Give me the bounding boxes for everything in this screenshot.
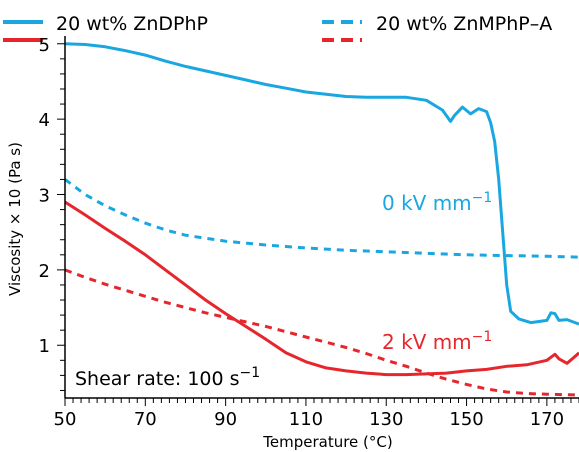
annotation-0kv: 0 kV mm−1 xyxy=(382,190,492,215)
x-tick-label: 90 xyxy=(214,409,237,430)
series-line-3 xyxy=(64,268,579,397)
x-tick-label: 150 xyxy=(449,409,483,430)
y-tick-label: 5 xyxy=(39,35,50,56)
annotation-2kv: 2 kV mm−1 xyxy=(382,329,492,354)
y-tick-label: 1 xyxy=(39,336,50,357)
y-axis-title: Viscosity × 10 (Pa s) xyxy=(6,142,24,296)
x-axis-title: Temperature (°C) xyxy=(262,433,392,451)
x-tick-label: 110 xyxy=(289,409,323,430)
x-tick-label: 70 xyxy=(134,409,157,430)
y-tick-label: 4 xyxy=(39,110,50,131)
series-line-1 xyxy=(64,178,579,259)
series-line-2 xyxy=(64,200,579,377)
legend-label-znmphp-a: 20 wt% ZnMPhP–A xyxy=(376,13,552,35)
legend-label-zndphp: 20 wt% ZnDPhP xyxy=(56,13,208,35)
y-tick-label: 2 xyxy=(39,261,50,282)
x-tick-label: 170 xyxy=(530,409,564,430)
annotation-shear-rate: Shear rate: 100 s−1 xyxy=(75,365,260,390)
y-tick-label: 3 xyxy=(39,186,50,207)
legend: 20 wt% ZnDPhP 20 wt% ZnMPhP–A xyxy=(3,13,552,42)
axes: 50 70 90 110 130 150 170 1 2 3 4 5 Temperature (°C) V… xyxy=(6,35,579,451)
x-tick-label: 50 xyxy=(54,409,77,430)
series-layer xyxy=(64,42,579,397)
series-line-0 xyxy=(64,42,579,326)
x-tick-label: 130 xyxy=(369,409,403,430)
